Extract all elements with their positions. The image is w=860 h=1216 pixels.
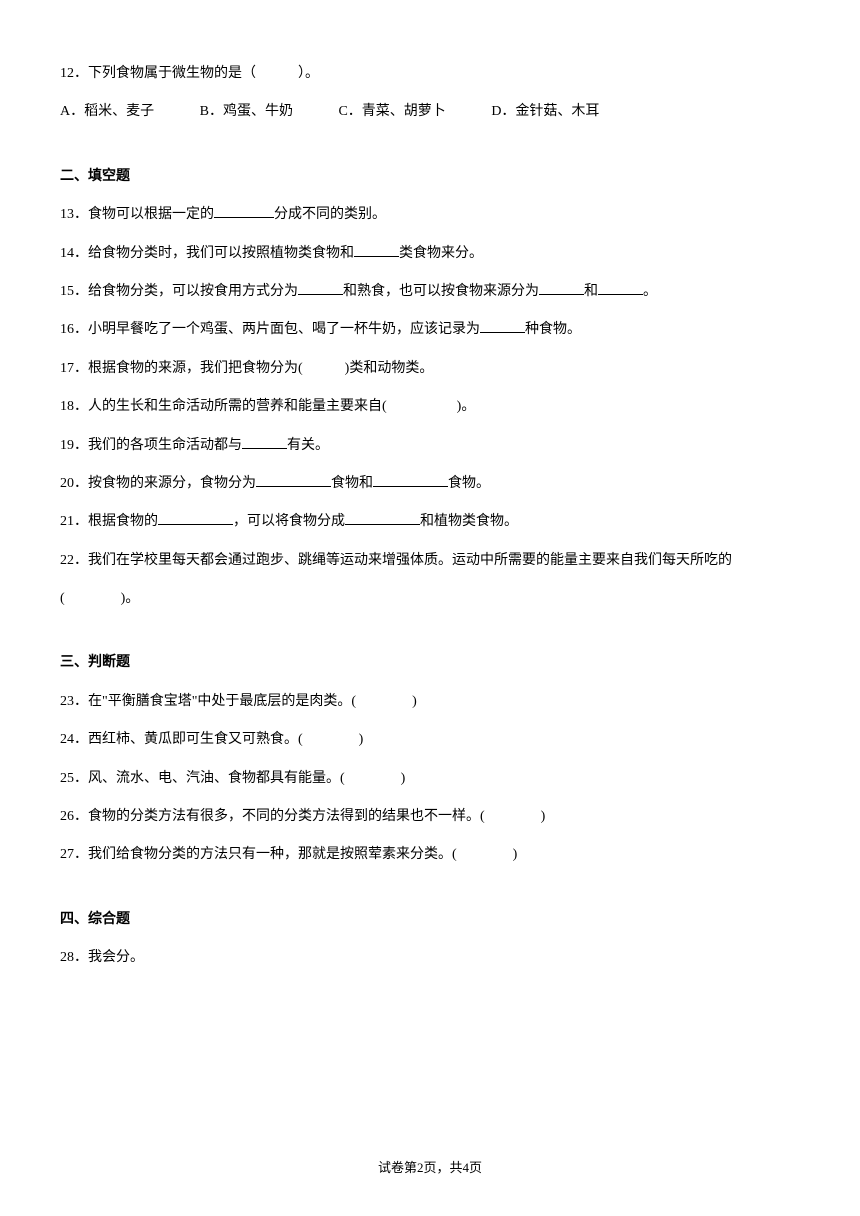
- question-13: 13．食物可以根据一定的 分成不同的类别。: [60, 197, 800, 233]
- question-24: 24．西红柿、黄瓜即可生食又可熟食。( ): [60, 722, 800, 758]
- blank: [345, 511, 420, 525]
- blank: [539, 281, 584, 295]
- option-d: D．金针菇、木耳: [491, 94, 599, 130]
- question-28: 28．我会分。: [60, 940, 800, 976]
- q20-text-pre: 20．按食物的来源分，食物分为: [60, 476, 256, 491]
- question-15: 15．给食物分类，可以按食用方式分为 和熟食，也可以按食物来源分为 和 。: [60, 274, 800, 310]
- option-c: C．青菜、胡萝卜: [338, 94, 445, 130]
- blank: [214, 204, 274, 218]
- question-18: 18．人的生长和生命活动所需的营养和能量主要来自( )。: [60, 389, 800, 425]
- blank: [158, 511, 233, 525]
- section-2-header: 二、填空题: [60, 159, 800, 195]
- question-17: 17．根据食物的来源，我们把食物分为( )类和动物类。: [60, 351, 800, 387]
- question-25: 25．风、流水、电、汽油、食物都具有能量。( ): [60, 761, 800, 797]
- question-23: 23．在"平衡膳食宝塔"中处于最底层的是肉类。( ): [60, 684, 800, 720]
- q21-text-mid: ，可以将食物分成: [233, 514, 345, 529]
- q16-text-pre: 16．小明早餐吃了一个鸡蛋、两片面包、喝了一杯牛奶，应该记录为: [60, 322, 480, 337]
- question-22-line1: 22．我们在学校里每天都会通过跑步、跳绳等运动来增强体质。运动中所需要的能量主要…: [60, 543, 800, 579]
- question-19: 19．我们的各项生命活动都与 有关。: [60, 428, 800, 464]
- q20-text-mid: 食物和: [331, 476, 373, 491]
- question-12: 12．下列食物属于微生物的是（ ）。: [60, 56, 800, 92]
- question-27: 27．我们给食物分类的方法只有一种，那就是按照荤素来分类。( ): [60, 837, 800, 873]
- question-20: 20．按食物的来源分，食物分为 食物和 食物。: [60, 466, 800, 502]
- q15-text-post: 。: [643, 284, 657, 299]
- q15-text-mid: 和熟食，也可以按食物来源分为: [343, 284, 539, 299]
- q13-text-pre: 13．食物可以根据一定的: [60, 207, 214, 222]
- q13-text-post: 分成不同的类别。: [274, 207, 386, 222]
- blank: [480, 319, 525, 333]
- question-14: 14．给食物分类时，我们可以按照植物类食物和 类食物来分。: [60, 236, 800, 272]
- blank: [354, 243, 399, 257]
- section-4-header: 四、综合题: [60, 902, 800, 938]
- q21-text-pre: 21．根据食物的: [60, 514, 158, 529]
- blank: [373, 473, 448, 487]
- blank: [256, 473, 331, 487]
- question-12-options: A．稻米、麦子 B．鸡蛋、牛奶 C．青菜、胡萝卜 D．金针菇、木耳: [60, 94, 800, 130]
- q14-text-post: 类食物来分。: [399, 246, 483, 261]
- q20-text-post: 食物。: [448, 476, 490, 491]
- section-3-header: 三、判断题: [60, 645, 800, 681]
- blank: [298, 281, 343, 295]
- question-16: 16．小明早餐吃了一个鸡蛋、两片面包、喝了一杯牛奶，应该记录为 种食物。: [60, 312, 800, 348]
- question-21: 21．根据食物的 ，可以将食物分成 和植物类食物。: [60, 504, 800, 540]
- blank: [598, 281, 643, 295]
- q15-text-mid2: 和: [584, 284, 598, 299]
- q19-text-pre: 19．我们的各项生命活动都与: [60, 438, 242, 453]
- q16-text-post: 种食物。: [525, 322, 581, 337]
- question-22-line2: ( )。: [60, 581, 800, 617]
- q15-text-pre: 15．给食物分类，可以按食用方式分为: [60, 284, 298, 299]
- option-a: A．稻米、麦子: [60, 94, 154, 130]
- page-footer: 试卷第2页，共4页: [0, 1157, 860, 1176]
- option-b: B．鸡蛋、牛奶: [200, 94, 293, 130]
- question-26: 26．食物的分类方法有很多，不同的分类方法得到的结果也不一样。( ): [60, 799, 800, 835]
- blank: [242, 435, 287, 449]
- q19-text-post: 有关。: [287, 438, 329, 453]
- q14-text-pre: 14．给食物分类时，我们可以按照植物类食物和: [60, 246, 354, 261]
- q21-text-post: 和植物类食物。: [420, 514, 518, 529]
